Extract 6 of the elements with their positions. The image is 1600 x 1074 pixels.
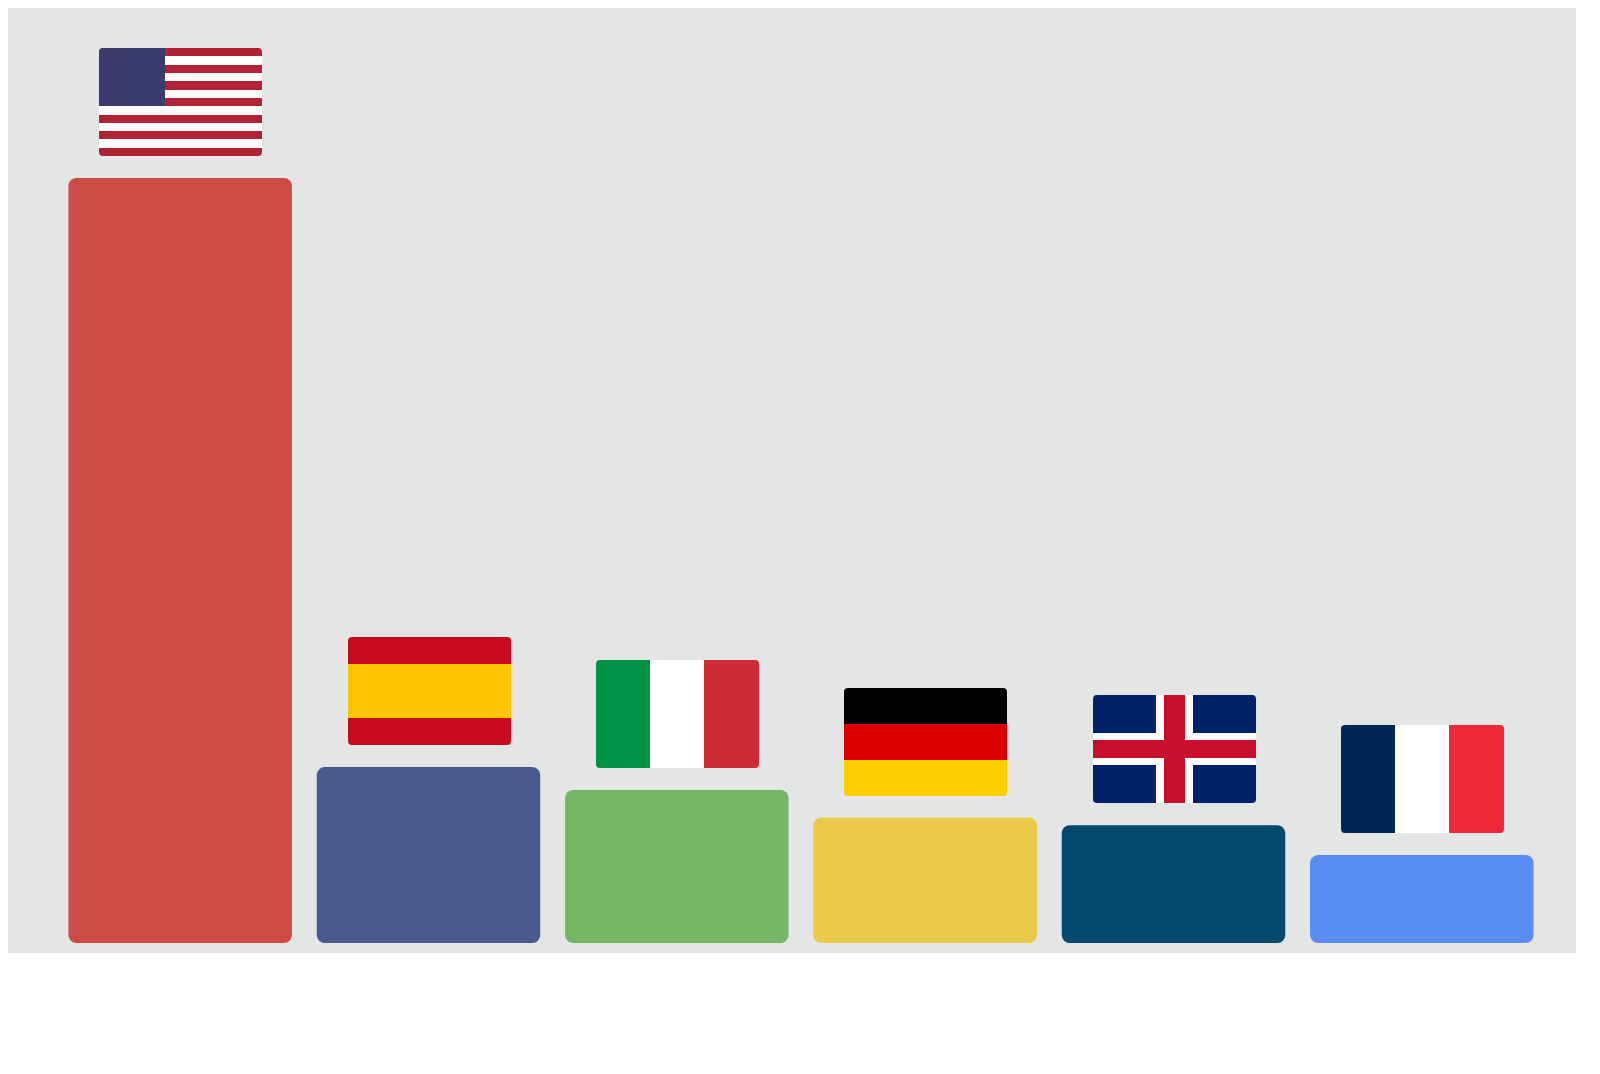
bar bbox=[68, 178, 292, 943]
bar bbox=[1061, 825, 1286, 943]
bar bbox=[813, 817, 1037, 943]
bar bbox=[565, 790, 789, 943]
bar bbox=[1310, 855, 1534, 943]
bar bbox=[316, 767, 541, 943]
